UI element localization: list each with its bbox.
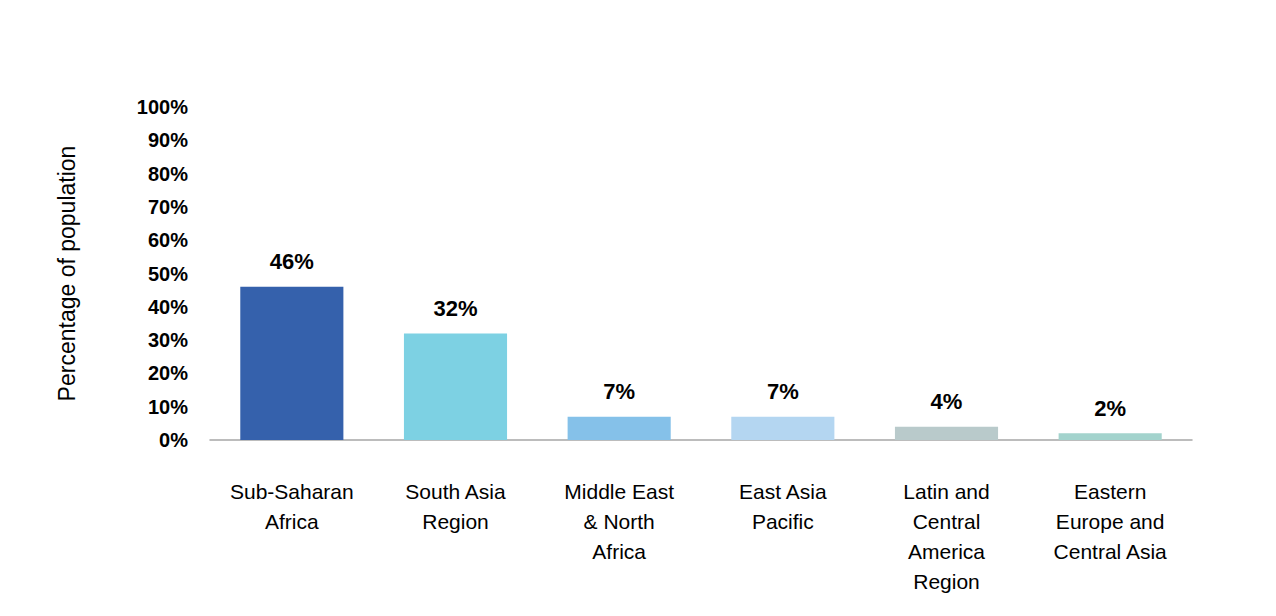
svg-text:50%: 50% <box>148 263 188 285</box>
svg-text:100%: 100% <box>137 96 188 118</box>
svg-text:& North: & North <box>584 510 655 533</box>
svg-text:South Asia: South Asia <box>405 480 506 503</box>
svg-text:Central Asia: Central Asia <box>1054 540 1168 563</box>
svg-text:Latin and: Latin and <box>903 480 989 503</box>
svg-text:7%: 7% <box>767 379 799 404</box>
svg-text:32%: 32% <box>433 296 477 321</box>
svg-text:Region: Region <box>913 570 980 593</box>
svg-text:80%: 80% <box>148 163 188 185</box>
svg-text:East Asia: East Asia <box>739 480 827 503</box>
svg-text:7%: 7% <box>603 379 635 404</box>
svg-text:Africa: Africa <box>592 540 646 563</box>
svg-text:70%: 70% <box>148 196 188 218</box>
svg-text:Middle East: Middle East <box>564 480 674 503</box>
svg-text:10%: 10% <box>148 396 188 418</box>
svg-text:Sub-Saharan: Sub-Saharan <box>230 480 354 503</box>
svg-text:2%: 2% <box>1094 396 1126 421</box>
svg-text:Percentage of population: Percentage of population <box>54 146 80 402</box>
svg-text:46%: 46% <box>270 249 314 274</box>
svg-text:Eastern: Eastern <box>1074 480 1146 503</box>
svg-text:40%: 40% <box>148 296 188 318</box>
svg-text:Europe and: Europe and <box>1056 510 1165 533</box>
svg-text:0%: 0% <box>159 429 188 451</box>
svg-text:60%: 60% <box>148 229 188 251</box>
svg-text:Pacific: Pacific <box>752 510 814 533</box>
svg-text:Region: Region <box>422 510 489 533</box>
svg-text:Africa: Africa <box>265 510 319 533</box>
svg-text:30%: 30% <box>148 329 188 351</box>
svg-text:90%: 90% <box>148 129 188 151</box>
svg-text:4%: 4% <box>931 389 963 414</box>
svg-text:Central: Central <box>913 510 981 533</box>
svg-text:20%: 20% <box>148 362 188 384</box>
svg-text:America: America <box>908 540 985 563</box>
